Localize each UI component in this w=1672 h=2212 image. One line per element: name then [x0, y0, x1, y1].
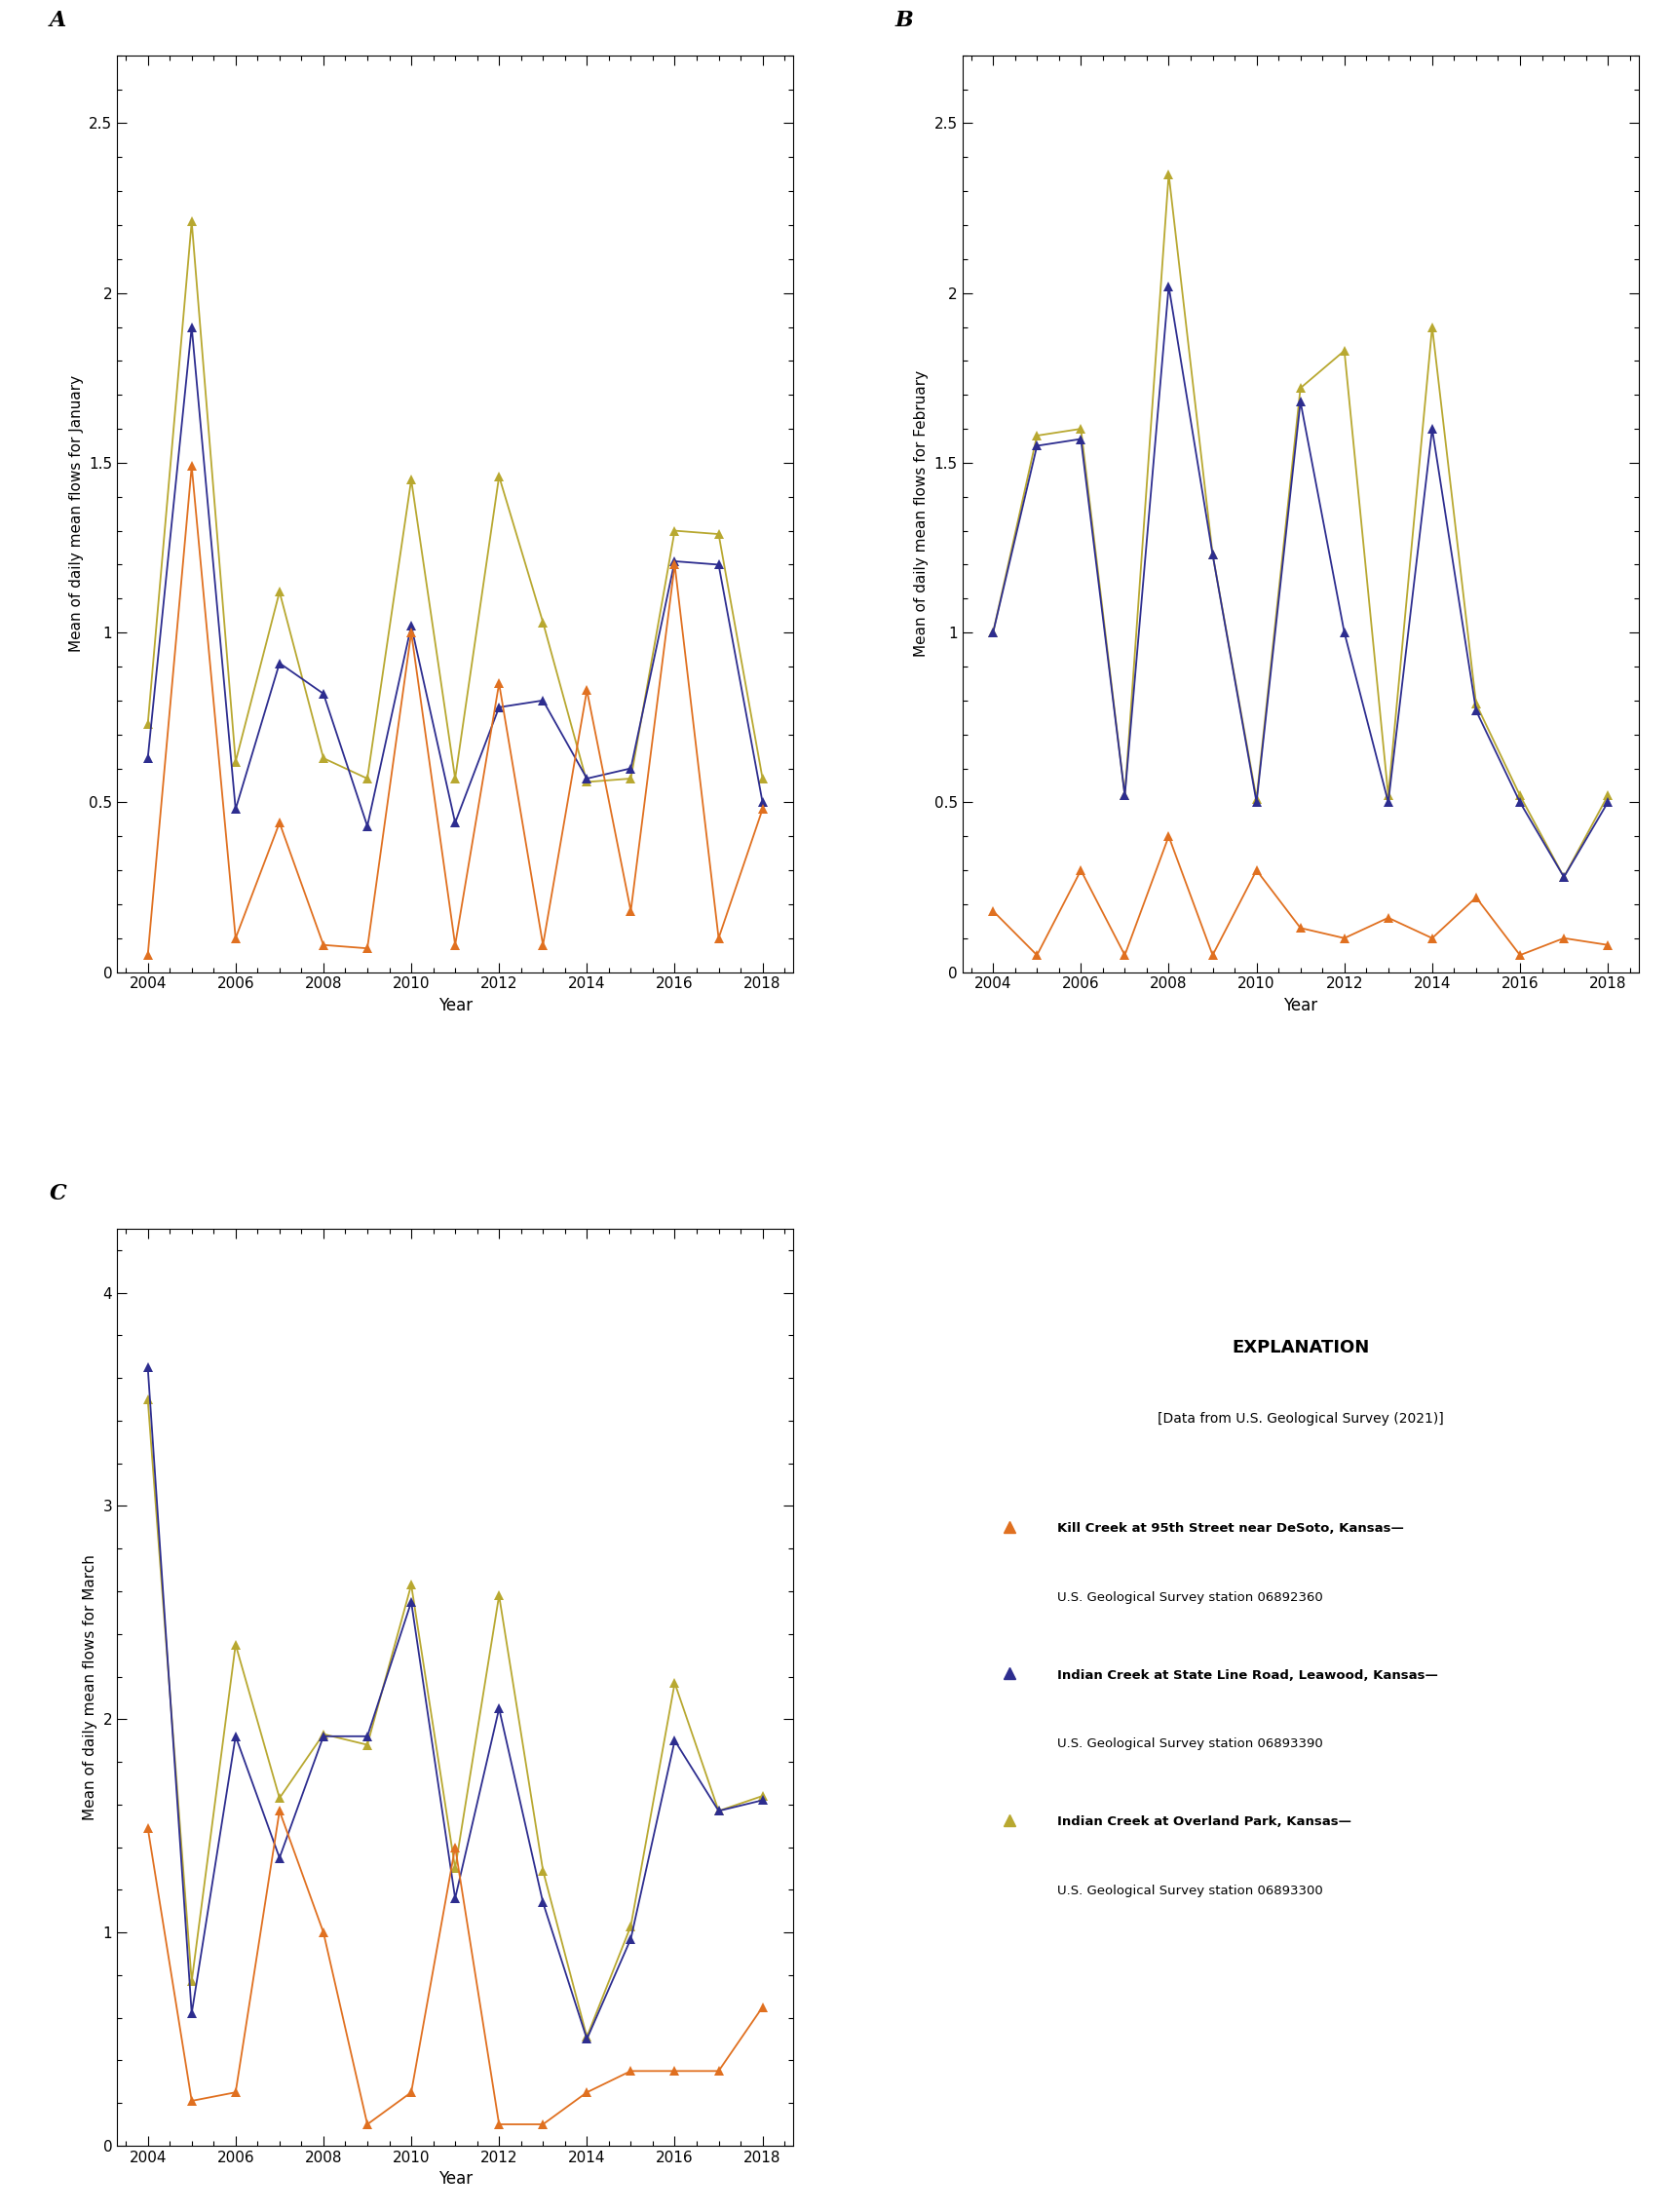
Text: C: C	[50, 1183, 67, 1203]
X-axis label: Year: Year	[438, 998, 472, 1015]
Text: U.S. Geological Survey station 06892360: U.S. Geological Survey station 06892360	[1057, 1590, 1323, 1604]
Y-axis label: Mean of daily mean flows for March: Mean of daily mean flows for March	[84, 1555, 97, 1820]
X-axis label: Year: Year	[1284, 998, 1318, 1015]
Text: U.S. Geological Survey station 06893390: U.S. Geological Survey station 06893390	[1057, 1739, 1323, 1750]
Text: EXPLANATION: EXPLANATION	[1232, 1338, 1369, 1356]
Text: Indian Creek at State Line Road, Leawood, Kansas—: Indian Creek at State Line Road, Leawood…	[1057, 1668, 1438, 1681]
Text: Indian Creek at Overland Park, Kansas—: Indian Creek at Overland Park, Kansas—	[1057, 1816, 1351, 1829]
Text: Kill Creek at 95th Street near DeSoto, Kansas—: Kill Creek at 95th Street near DeSoto, K…	[1057, 1522, 1404, 1535]
Y-axis label: Mean of daily mean flows for January: Mean of daily mean flows for January	[69, 376, 84, 653]
Y-axis label: Mean of daily mean flows for February: Mean of daily mean flows for February	[915, 369, 928, 657]
Text: [Data from U.S. Geological Survey (2021)]: [Data from U.S. Geological Survey (2021)…	[1157, 1411, 1443, 1427]
Text: B: B	[895, 9, 913, 31]
Text: A: A	[50, 9, 67, 31]
Text: U.S. Geological Survey station 06893300: U.S. Geological Survey station 06893300	[1057, 1885, 1323, 1898]
X-axis label: Year: Year	[438, 2170, 472, 2188]
